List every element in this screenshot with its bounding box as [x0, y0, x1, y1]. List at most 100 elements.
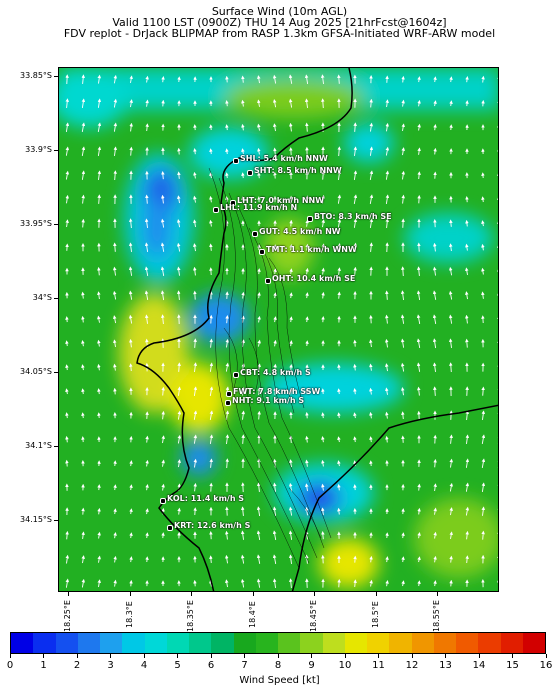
wind-arrow — [417, 580, 421, 587]
wind-arrow — [193, 171, 197, 179]
wind-arrow — [225, 579, 229, 588]
wind-arrow — [209, 386, 214, 396]
colorbar-swatch — [389, 633, 412, 653]
station-marker — [213, 207, 219, 213]
wind-arrow — [465, 410, 470, 421]
station-label: SHT: 8.5 km/h NNW — [254, 166, 342, 175]
wind-arrow — [81, 74, 86, 84]
station-marker — [233, 158, 239, 164]
wind-arrow — [257, 292, 261, 299]
wind-arrow — [401, 411, 405, 420]
wind-arrow — [369, 339, 373, 348]
wind-arrow — [401, 532, 405, 539]
wind-arrow — [465, 314, 469, 324]
wind-arrow — [65, 170, 70, 180]
wind-arrow — [465, 458, 470, 468]
wind-field-shading — [59, 68, 498, 588]
lon-label: 18.45°E — [309, 600, 318, 632]
wind-arrow — [193, 362, 198, 373]
wind-arrow — [209, 195, 213, 203]
wind-arrow — [272, 554, 277, 564]
wind-arrow — [353, 218, 358, 228]
station-layer: SHL: 5.4 km/h NNW SHT: 8.5 km/h NNW LHT:… — [59, 68, 498, 591]
wind-arrow — [113, 242, 117, 252]
lat-label: 34.1°S — [25, 441, 52, 450]
wind-arrow — [400, 314, 405, 324]
wind-arrow — [161, 76, 165, 83]
colorbar-tick-label: 15 — [506, 660, 519, 671]
wind-arrow — [193, 482, 197, 492]
colorbar-swatch — [211, 633, 234, 653]
wind-arrow — [432, 266, 437, 276]
wind-arrow — [209, 458, 214, 468]
wind-arrow — [160, 290, 165, 301]
wind-arrow — [193, 338, 197, 348]
wind-arrow — [305, 292, 309, 299]
wind-arrow — [449, 100, 453, 107]
lon-tick — [314, 592, 315, 596]
wind-arrow — [112, 290, 117, 300]
wind-arrow — [240, 530, 245, 540]
wind-arrow — [81, 98, 86, 108]
wind-arrow — [128, 266, 133, 276]
lat-tick — [54, 372, 58, 373]
colorbar-tick-label: 16 — [539, 660, 553, 671]
wind-arrow — [177, 195, 181, 204]
wind-arrow — [65, 554, 70, 564]
wind-arrow — [113, 122, 118, 132]
wind-arrow — [369, 194, 374, 204]
station-marker — [226, 391, 232, 397]
wind-arrow — [417, 123, 421, 131]
wind-arrow — [81, 412, 85, 419]
wind-arrow — [337, 267, 341, 276]
wind-arrow — [417, 507, 421, 515]
wind-arrow — [113, 146, 118, 156]
station-marker — [167, 525, 173, 531]
wind-arrow — [289, 268, 293, 275]
wind-arrow — [369, 555, 373, 563]
wind-arrow — [353, 146, 358, 156]
lon-tick — [437, 592, 438, 596]
wind-arrow — [97, 98, 102, 108]
wind-arrow — [241, 291, 245, 299]
wind-arrow — [241, 386, 246, 396]
wind-arrow — [241, 172, 245, 179]
wind-arrow — [321, 412, 325, 419]
lat-label: 33.95°S — [20, 219, 52, 228]
wind-arrow — [432, 362, 437, 372]
wind-arrow — [288, 506, 293, 516]
wind-arrow — [241, 434, 245, 444]
wind-map[interactable]: SHL: 5.4 km/h NNW SHT: 8.5 km/h NNW LHT:… — [58, 67, 499, 592]
colorbar-title: Wind Speed [kt] — [239, 675, 320, 686]
wind-arrow — [321, 436, 325, 443]
wind-arrow — [449, 362, 453, 373]
wind-arrow — [400, 362, 405, 372]
wind-arrow — [273, 268, 277, 275]
wind-arrow — [193, 266, 197, 276]
wind-arrow — [433, 507, 437, 515]
wind-arrow — [81, 122, 86, 132]
wind-arrow — [225, 124, 229, 131]
wind-arrow — [305, 243, 309, 251]
wind-arrow — [113, 508, 117, 515]
colorbar-tick — [277, 654, 279, 658]
wind-arrow — [385, 556, 389, 563]
wind-arrow — [81, 340, 85, 347]
colorbar-tick-label: 4 — [140, 660, 148, 671]
wind-arrow — [385, 99, 389, 108]
colorbar-swatch — [100, 633, 123, 653]
wind-arrow — [321, 459, 325, 467]
wind-arrow — [481, 267, 485, 275]
wind-arrow — [257, 123, 261, 131]
wind-arrow — [481, 434, 486, 444]
wind-arrow — [337, 170, 342, 180]
wind-arrow — [433, 386, 437, 396]
wind-arrow — [257, 410, 261, 420]
wind-arrow — [384, 338, 389, 348]
wind-arrow — [81, 291, 85, 299]
wind-arrow — [448, 314, 453, 324]
station-label: SHL: 5.4 km/h NNW — [240, 154, 328, 163]
wind-arrow — [465, 243, 469, 251]
wind-arrow — [289, 316, 293, 323]
station-label: BTO: 8.3 km/h SE — [314, 212, 392, 221]
